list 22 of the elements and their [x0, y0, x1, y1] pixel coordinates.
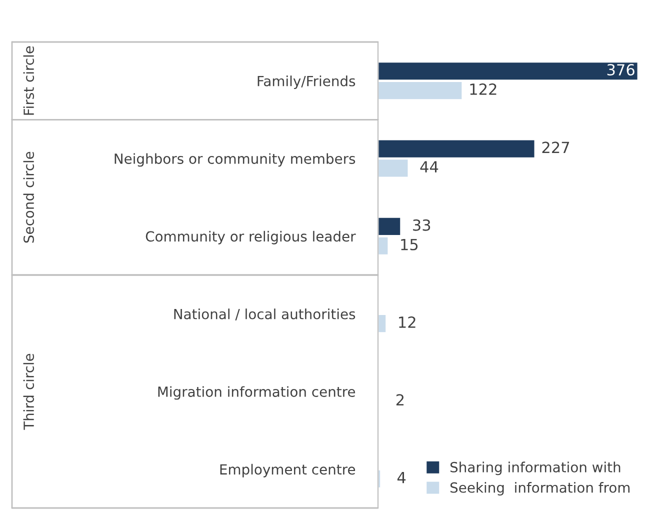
data-label: 12	[399, 316, 416, 328]
data-label: 4	[397, 472, 406, 484]
bar	[378, 314, 387, 334]
y-tick-label: Employment centre	[220, 464, 356, 478]
data-label: 376	[607, 64, 634, 76]
data-label: 122	[470, 83, 496, 95]
data-label: 33	[413, 219, 430, 231]
data-label: 44	[420, 161, 438, 172]
y-tick-label: Community or religious leader	[146, 230, 356, 244]
data-label: 227	[542, 142, 570, 154]
text: First circle	[23, 46, 34, 115]
y-tick-label: National / local authorities	[174, 308, 356, 320]
y-tick-label: Family/Friends	[258, 76, 356, 89]
text: Third circle	[23, 354, 34, 430]
text: Second circle	[23, 152, 34, 243]
legend-label: Sharing information with	[450, 462, 620, 476]
y-tick-label: Neighbors or community members	[114, 153, 356, 167]
data-label: 15	[401, 238, 418, 250]
y-tick-label: Migration information centre	[158, 386, 356, 400]
bar	[378, 468, 382, 489]
legend-label: Seeking information from	[450, 482, 630, 496]
data-label: 2	[396, 394, 404, 406]
